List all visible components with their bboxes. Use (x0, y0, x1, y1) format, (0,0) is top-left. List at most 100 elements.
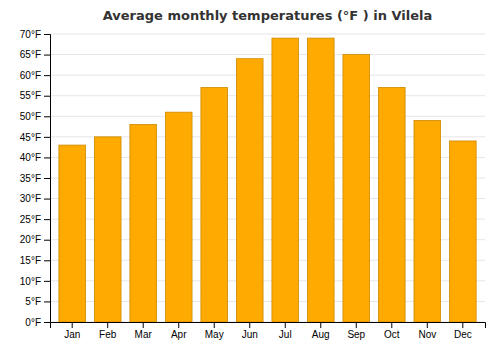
y-tick-label: 55°F (20, 90, 41, 101)
x-tick-label: Mar (135, 329, 153, 340)
bar (130, 125, 157, 322)
x-tick-mark (107, 322, 108, 328)
x-tick-label: Jul (279, 329, 292, 340)
y-tick-mark (44, 260, 50, 261)
x-axis-line (51, 323, 486, 329)
grid (50, 34, 485, 322)
y-tick: 70°F (20, 29, 50, 40)
y-tick-label: 5°F (25, 296, 41, 307)
y-tick: 30°F (20, 193, 50, 204)
grid-line (50, 54, 485, 55)
y-tick-label: 10°F (20, 276, 41, 287)
bar (236, 59, 263, 322)
x-tick-label: Jun (242, 329, 258, 340)
y-tick-label: 70°F (20, 29, 41, 40)
y-tick-mark (44, 240, 50, 241)
x-tick-label: Apr (171, 329, 187, 340)
y-tick: 15°F (20, 255, 50, 266)
y-tick: 35°F (20, 173, 50, 184)
y-tick-label: 20°F (20, 234, 41, 245)
chart-title: Average monthly temperatures (°F ) in Vi… (103, 8, 433, 23)
bar (201, 87, 228, 322)
y-tick-label: 40°F (20, 152, 41, 163)
grid-line (50, 116, 485, 117)
y-tick: 10°F (20, 276, 50, 287)
y-tick-label: 45°F (20, 132, 41, 143)
x-axis: Jan Feb Mar Apr May Jun Jul Aug Sep Oct Nov Dec (51, 322, 486, 340)
y-tick: 65°F (20, 49, 50, 60)
y-tick: 60°F (20, 70, 50, 81)
x-tick-label: Oct (384, 329, 400, 340)
x-tick-mark (249, 322, 250, 328)
x-tick-mark (143, 322, 144, 328)
x-tick-mark (285, 322, 286, 328)
grid-line (50, 75, 485, 76)
bars (59, 38, 476, 322)
x-tick-mark (427, 322, 428, 328)
y-tick-label: 30°F (20, 193, 41, 204)
y-tick: 25°F (20, 214, 50, 225)
y-tick-mark (44, 34, 50, 35)
x-tick: Jun (242, 322, 258, 340)
y-tick-mark (44, 157, 50, 158)
chart-svg: 0°F 5°F 10°F 15°F 20°F 25°F 30°F 35°F 40°F 45°F 50… (0, 0, 500, 350)
bar (272, 38, 299, 322)
x-tick-mark (178, 322, 179, 328)
x-tick: Oct (384, 322, 400, 340)
y-tick: 5°F (25, 296, 50, 307)
bar (59, 145, 86, 322)
y-axis: 0°F 5°F 10°F 15°F 20°F 25°F 30°F 35°F 40°F 45°F 50… (20, 29, 51, 328)
y-tick-mark (44, 55, 50, 56)
x-tick-label: Sep (347, 329, 365, 340)
y-tick: 40°F (20, 152, 50, 163)
y-tick-mark (44, 301, 50, 302)
x-tick: Apr (171, 322, 187, 340)
x-tick: Nov (418, 322, 436, 340)
y-tick: 55°F (20, 90, 50, 101)
x-tick-label: Dec (454, 329, 472, 340)
x-tick: May (205, 322, 224, 340)
y-tick-mark (44, 199, 50, 200)
y-tick: 20°F (20, 234, 50, 245)
y-tick-label: 50°F (20, 111, 41, 122)
y-tick-mark (44, 322, 50, 323)
x-tick-label: Jan (64, 329, 80, 340)
y-tick: 50°F (20, 111, 50, 122)
x-tick: Dec (454, 322, 472, 340)
bar (307, 38, 334, 322)
x-tick-mark (320, 322, 321, 328)
bar (378, 87, 405, 322)
x-tick: Jan (64, 322, 80, 340)
x-tick: Aug (312, 322, 330, 340)
y-tick-label: 65°F (20, 49, 41, 60)
y-tick-mark (44, 96, 50, 97)
y-tick-label: 15°F (20, 255, 41, 266)
y-tick-mark (44, 178, 50, 179)
bar (449, 141, 476, 322)
x-tick-label: Nov (418, 329, 436, 340)
x-tick-label: Aug (312, 329, 330, 340)
y-tick: 45°F (20, 132, 50, 143)
y-tick-label: 60°F (20, 70, 41, 81)
y-tick-label: 0°F (25, 317, 41, 328)
grid-line (50, 34, 485, 35)
x-tick-mark (391, 322, 392, 328)
bar (94, 137, 121, 322)
y-tick-label: 25°F (20, 214, 41, 225)
bar (414, 120, 441, 322)
grid-line (50, 95, 485, 96)
x-tick: Feb (99, 322, 117, 340)
y-tick-mark (44, 219, 50, 220)
x-tick-label: May (205, 329, 224, 340)
x-tick-label: Feb (99, 329, 117, 340)
x-tick: Jul (279, 322, 292, 340)
y-tick-mark (44, 137, 50, 138)
x-tick-mark (356, 322, 357, 328)
x-tick: Mar (135, 322, 153, 340)
x-tick: Sep (347, 322, 365, 340)
y-tick-mark (44, 116, 50, 117)
x-tick-mark (462, 322, 463, 328)
y-tick-mark (44, 75, 50, 76)
x-tick-mark (214, 322, 215, 328)
x-tick-mark (72, 322, 73, 328)
